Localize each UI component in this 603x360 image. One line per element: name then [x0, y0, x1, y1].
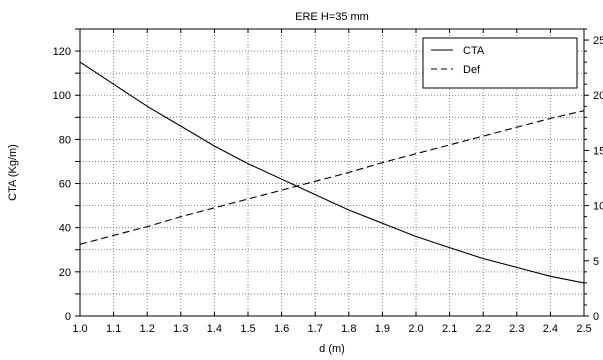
x-tick-label: 2.2 [476, 323, 491, 335]
y-tick-label: 80 [59, 134, 71, 146]
y-tick-label: 60 [59, 179, 71, 191]
x-tick-label: 2.0 [408, 323, 423, 335]
legend-label-cta: CTA [463, 45, 485, 57]
x-tick-label: 1.3 [173, 323, 188, 335]
legend-box [422, 37, 578, 89]
x-tick-label: 1.6 [274, 323, 289, 335]
y2-tick-label: 25 [593, 35, 603, 47]
y-tick-label: 20 [59, 267, 71, 279]
x-tick-label: 1.8 [341, 323, 356, 335]
y-tick-label: 40 [59, 223, 71, 235]
x-tick-label: 2.1 [442, 323, 457, 335]
x-tick-label: 1.5 [240, 323, 255, 335]
y2-tick-label: 5 [593, 256, 599, 268]
y-axis-label: CTA (Kg/m) [7, 144, 19, 201]
x-axis-label: d (m) [319, 343, 345, 355]
legend: CTA Def [422, 37, 578, 89]
y-tick-label: 100 [53, 90, 71, 102]
y-axis-left: 0 20 40 60 80 100 120 [53, 28, 80, 323]
chart-title: ERE H=35 mm [295, 11, 369, 23]
x-tick-label: 1.9 [375, 323, 390, 335]
series-line-def [79, 110, 585, 245]
grid-lines [80, 29, 584, 316]
y-axis-right: 0 5 10 15 20 25 [584, 28, 603, 323]
x-tick-label: 1.1 [106, 323, 121, 335]
y2-tick-label: 0 [593, 311, 599, 323]
x-tick-label: 1.0 [72, 323, 87, 335]
x-tick-label: 2.4 [543, 323, 558, 335]
x-tick-label: 1.4 [207, 323, 222, 335]
y2-tick-label: 20 [593, 90, 603, 102]
y-tick-label: 120 [53, 46, 71, 58]
y-tick-label: 0 [65, 311, 71, 323]
y2-tick-label: 15 [593, 145, 603, 157]
x-axis: 1.0 1.1 1.2 1.3 1.4 1.5 1.6 1.7 1.8 1.9 2.0 2.1 2.2 2… [72, 29, 592, 335]
x-tick-label: 1.2 [140, 323, 155, 335]
series-line-cta [79, 61, 585, 284]
x-tick-label: 2.5 [576, 323, 591, 335]
legend-label-def: Def [463, 64, 481, 76]
x-tick-label: 2.3 [509, 323, 524, 335]
series-lines [79, 61, 585, 284]
y2-tick-label: 10 [593, 201, 603, 213]
x-tick-label: 1.7 [308, 323, 323, 335]
